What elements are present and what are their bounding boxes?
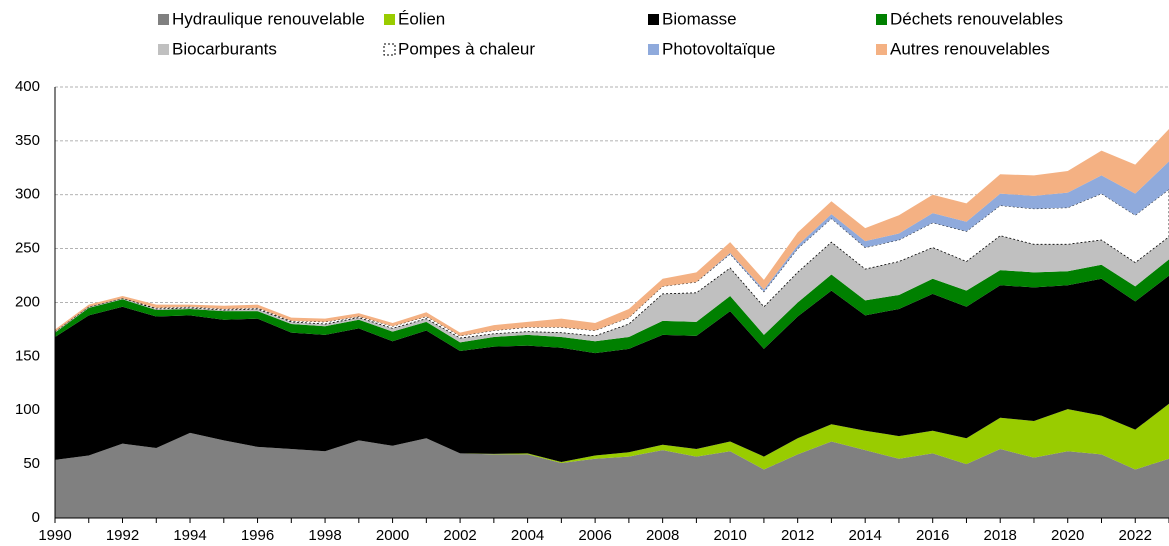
x-tick-label: 1992 [106,527,139,544]
x-tick-label: 1996 [241,527,274,544]
x-tick-label: 1990 [38,527,71,544]
legend-swatch [384,14,395,25]
legend-label: Pompes à chaleur [398,39,535,58]
y-tick-label: 50 [23,455,40,472]
legend-label: Hydraulique renouvelable [172,9,365,28]
x-tick-label: 2010 [713,527,746,544]
y-tick-label: 100 [15,401,40,418]
legend-swatch [158,14,169,25]
x-tick-label: 1994 [173,527,206,544]
y-tick-label: 0 [32,509,40,526]
x-tick-label: 2018 [984,527,1017,544]
legend-swatch [158,44,169,55]
y-tick-label: 250 [15,240,40,257]
legend-swatch [383,43,396,56]
x-tick-label: 2014 [848,527,881,544]
y-tick-label: 300 [15,186,40,203]
x-tick-label: 2008 [646,527,679,544]
x-tick-label: 2012 [781,527,814,544]
area [55,275,1169,462]
legend-label: Biocarburants [172,39,277,58]
x-tick-label: 2020 [1051,527,1084,544]
legend-label: Photovoltaïque [662,39,775,58]
legend-swatch [648,14,659,25]
legend-label: Éolien [398,9,445,28]
legend-swatch [648,44,659,55]
y-tick-label: 200 [15,293,40,310]
x-tick-label: 2006 [578,527,611,544]
x-tick-label: 2000 [376,527,409,544]
y-tick-label: 350 [15,132,40,149]
x-tick-label: 2022 [1119,527,1152,544]
x-tick-label: 2002 [443,527,476,544]
area [55,235,1169,343]
legend-label: Biomasse [662,9,737,28]
area [55,259,1169,354]
area [55,432,1169,518]
legend-swatch [876,14,887,25]
x-tick-label: 2016 [916,527,949,544]
legend-label: Autres renouvelables [890,39,1050,58]
area [55,403,1169,470]
legend-label: Déchets renouvelables [890,9,1063,28]
y-tick-label: 150 [15,347,40,364]
x-tick-label: 1998 [308,527,341,544]
legend-swatch [876,44,887,55]
x-tick-label: 2004 [511,527,544,544]
y-tick-label: 400 [15,78,40,95]
